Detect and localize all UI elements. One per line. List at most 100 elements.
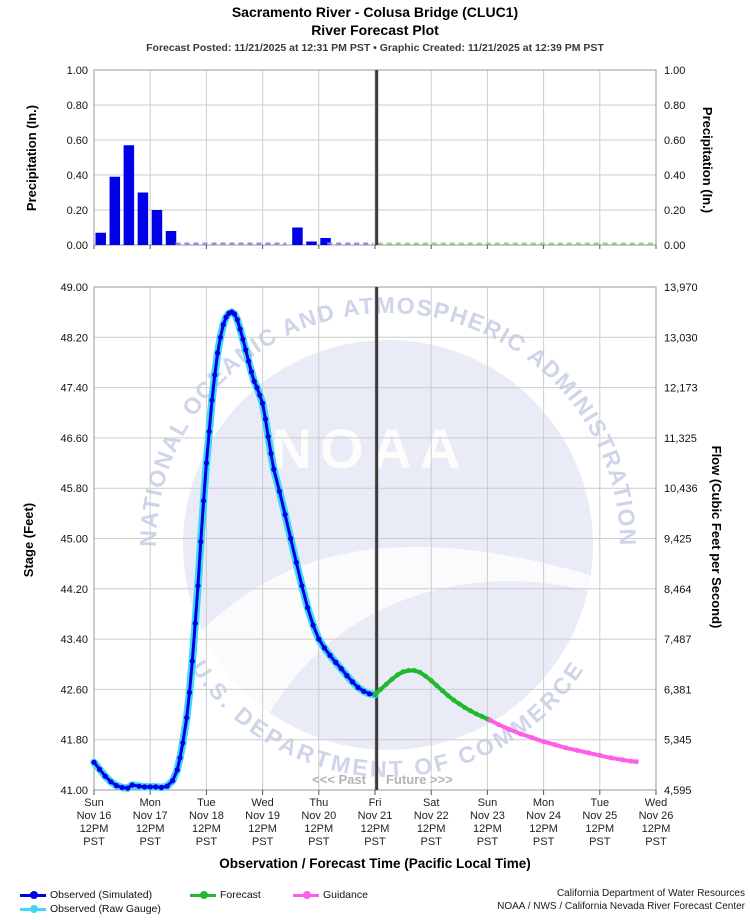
flow-tick-label: 13,030 <box>664 332 698 344</box>
series-point <box>487 717 493 723</box>
precip-tick-label-right: 0.00 <box>664 240 685 252</box>
series-point <box>439 688 445 694</box>
x-tick-label: Tue Nov 25 12PM PST <box>582 797 617 848</box>
series-point <box>129 782 135 788</box>
series-point <box>198 539 204 545</box>
precip-tick-label-left: 1.00 <box>67 65 88 77</box>
series-point <box>276 488 283 494</box>
precip-tick-label-left: 0.60 <box>67 135 88 147</box>
series-point <box>119 784 125 791</box>
series-point <box>395 672 400 678</box>
flow-tick-label: 11,325 <box>664 433 697 445</box>
series-point <box>189 658 195 664</box>
stage-tick-label: 45.00 <box>60 534 88 546</box>
series-point <box>177 755 183 761</box>
footer-line2: NOAA / NWS / California Nevada River For… <box>497 901 745 912</box>
series-point <box>529 735 535 741</box>
x-tick-label: Sat Nov 22 12PM PST <box>414 797 449 848</box>
series-point <box>321 645 327 651</box>
series-point <box>445 693 451 699</box>
series-point <box>378 686 384 692</box>
series-point <box>468 708 473 714</box>
series-point <box>142 784 148 790</box>
series-point <box>619 757 625 763</box>
flow-tick-label: 12,173 <box>664 383 698 395</box>
series-point <box>186 689 193 696</box>
series-point <box>518 731 524 737</box>
series-point <box>206 429 212 435</box>
series-point <box>254 385 260 391</box>
series-point <box>372 691 378 697</box>
past-label: <<< Past <box>312 772 367 787</box>
precip-bar <box>306 241 317 245</box>
precip-tick-label-left: 0.80 <box>67 100 88 112</box>
precip-tick-label-left: 0.00 <box>67 240 88 252</box>
watermark-acronym: NOAA <box>272 417 469 480</box>
series-point <box>586 750 592 756</box>
series-point <box>305 605 311 611</box>
precip-tick-label-right: 0.60 <box>664 135 685 147</box>
series-point <box>608 755 614 761</box>
flow-tick-label: 10,436 <box>664 483 698 495</box>
x-axis-title: Observation / Forecast Time (Pacific Loc… <box>219 856 531 871</box>
stage-tick-label: 45.80 <box>60 483 88 495</box>
precip-y-axis-label-left: Precipitation (In.) <box>24 105 39 211</box>
series-point <box>316 636 322 642</box>
flow-tick-label: 9,425 <box>664 534 692 546</box>
series-point <box>361 688 367 694</box>
series-point <box>288 535 294 542</box>
flow-tick-label: 5,345 <box>664 735 692 747</box>
series-point <box>479 713 485 719</box>
precip-tick-label-right: 0.20 <box>664 205 685 217</box>
series-point <box>212 372 218 378</box>
series-point <box>333 659 339 666</box>
page-subtitle: River Forecast Plot <box>311 22 439 38</box>
series-point <box>271 466 277 472</box>
precip-bar <box>320 238 331 245</box>
series-point <box>113 783 120 789</box>
precip-bar <box>109 176 121 245</box>
series-point <box>400 669 406 675</box>
series-point <box>310 622 316 628</box>
precip-bar <box>123 145 135 245</box>
x-tick-label: Thu Nov 20 12PM PST <box>301 797 336 848</box>
series-point <box>282 511 288 518</box>
forecast-meta-text: Forecast Posted: 11/21/2025 at 12:31 PM … <box>146 42 604 54</box>
series-point <box>268 451 274 457</box>
series-point <box>248 369 254 375</box>
stage-tick-label: 47.40 <box>60 383 88 395</box>
series-point <box>383 681 389 687</box>
series-point <box>366 691 372 697</box>
precip-tick-label-right: 0.40 <box>664 170 685 182</box>
series-point <box>217 334 223 340</box>
series-point <box>251 378 257 384</box>
series-point <box>355 684 361 691</box>
series-point <box>507 727 513 733</box>
series-point <box>209 397 215 403</box>
series-point <box>246 358 252 364</box>
series-point <box>147 784 153 790</box>
stage-tick-label: 41.80 <box>60 735 88 747</box>
flow-tick-label: 6,381 <box>664 684 692 696</box>
series-point <box>327 652 333 659</box>
series-point <box>628 758 634 764</box>
series-point <box>262 416 268 422</box>
precip-bar <box>137 192 149 245</box>
stage-tick-label: 43.40 <box>60 634 88 646</box>
series-point <box>91 759 97 765</box>
series-point <box>170 778 176 784</box>
series-point <box>299 583 305 589</box>
series-point <box>153 784 159 790</box>
series-point <box>451 697 457 703</box>
series-point <box>349 679 356 685</box>
x-tick-label: Mon Nov 24 12PM PST <box>526 797 561 848</box>
series-point <box>423 673 429 679</box>
series-point <box>102 773 108 779</box>
series-point <box>231 311 238 317</box>
series-point <box>192 620 198 627</box>
series-point <box>344 673 350 679</box>
series-point <box>174 767 180 773</box>
flow-axis-label: Flow (Cubic Feet per Second) <box>709 446 724 629</box>
